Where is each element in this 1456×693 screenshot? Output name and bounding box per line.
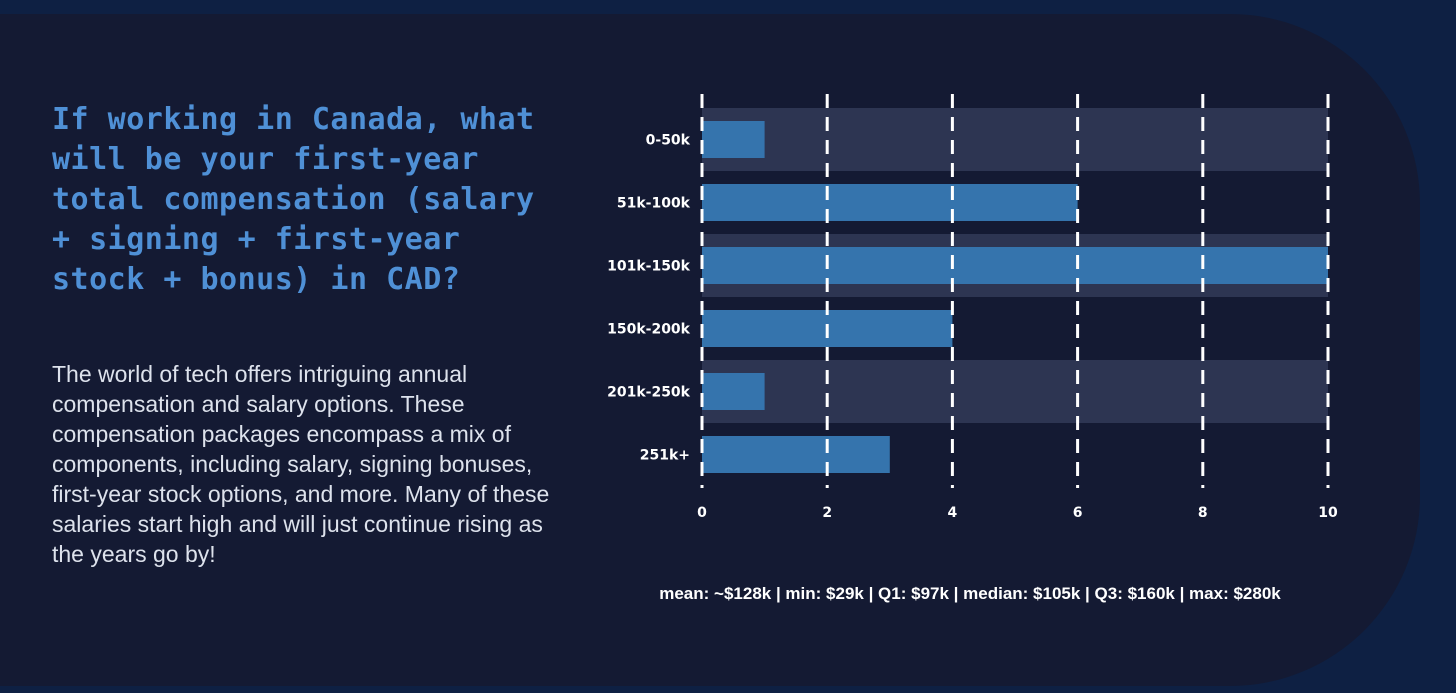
category-label: 251k+	[640, 448, 690, 464]
bar-251k+	[702, 436, 890, 473]
row-band-0	[702, 108, 1328, 171]
category-label: 201k-250k	[607, 385, 691, 401]
x-tick-label: 0	[697, 505, 707, 521]
category-label: 101k-150k	[607, 259, 691, 275]
bar-0-50k	[702, 121, 765, 158]
survey-question-title: If working in Canada, what will be your …	[52, 102, 535, 297]
bar-51k-100k	[702, 184, 1078, 221]
bar-201k-250k	[702, 373, 765, 410]
row-band-4	[702, 360, 1328, 423]
category-label: 150k-200k	[607, 322, 691, 338]
compensation-bar-chart: 0-50k 51k-100k 101k-150k 150k-200k 201k-250k…	[607, 94, 1338, 521]
description-paragraph: The world of tech offers intriguing annu…	[52, 361, 550, 567]
x-tick-label: 6	[1073, 505, 1083, 521]
x-tick-label: 10	[1318, 505, 1338, 521]
summary-statistics: mean: ~$128k | min: $29k | Q1: $97k | me…	[659, 584, 1281, 603]
bar-101k-150k	[702, 247, 1328, 284]
category-label: 51k-100k	[617, 196, 691, 212]
category-label: 0-50k	[646, 133, 691, 149]
x-tick-label: 4	[948, 505, 958, 521]
x-tick-label: 2	[822, 505, 832, 521]
x-tick-label: 8	[1198, 505, 1208, 521]
